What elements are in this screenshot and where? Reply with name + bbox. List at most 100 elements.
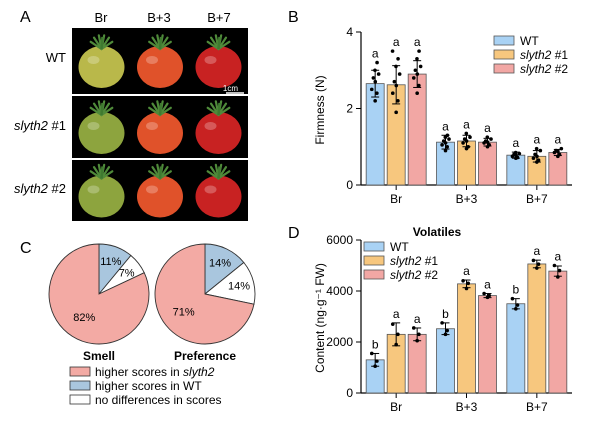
legend-label: WT bbox=[390, 240, 409, 254]
legend-label: slyth2 #1 bbox=[390, 254, 438, 268]
data-point bbox=[394, 342, 398, 347]
calyx-icon bbox=[89, 34, 114, 51]
pie-legend-label: higher scores in WT bbox=[95, 379, 202, 393]
sepal bbox=[100, 40, 114, 51]
data-point bbox=[556, 275, 560, 279]
significance-label: a bbox=[393, 307, 400, 321]
stem bbox=[100, 166, 104, 179]
data-point bbox=[531, 156, 536, 161]
y-tick-label: 2000 bbox=[326, 335, 353, 349]
panel-a-label: A bbox=[20, 9, 31, 26]
bar bbox=[407, 333, 427, 394]
panel-d: D Volatiles Content (ng·g⁻¹ FW) 0 2000 400… bbox=[288, 225, 572, 414]
data-point bbox=[376, 72, 381, 76]
tomato-red bbox=[195, 112, 242, 154]
x-tick-label: B+3 bbox=[456, 192, 478, 206]
legend-swatch bbox=[493, 49, 515, 60]
legend-swatch bbox=[363, 269, 385, 280]
data-point bbox=[466, 281, 471, 286]
firmness-y-axis-label: Firmness (N) bbox=[313, 75, 327, 144]
legend-label: slyth2 #1 bbox=[520, 48, 568, 62]
panel-c-label: C bbox=[20, 240, 32, 257]
data-point bbox=[489, 137, 493, 141]
tomato-orange bbox=[137, 175, 183, 218]
data-point bbox=[415, 338, 419, 343]
data-point bbox=[461, 141, 465, 145]
data-point bbox=[513, 150, 518, 155]
tomato-orange bbox=[137, 112, 183, 154]
volatiles-chart-title: Volatiles bbox=[413, 225, 462, 239]
data-point bbox=[557, 268, 562, 273]
legend-label: slyth2 #2 bbox=[520, 62, 568, 76]
significance-label: a bbox=[393, 35, 400, 49]
significance-label: a bbox=[414, 35, 421, 49]
stem bbox=[158, 166, 163, 179]
sepal bbox=[217, 40, 231, 51]
data-point bbox=[413, 68, 418, 73]
data-point bbox=[375, 359, 379, 363]
data-point bbox=[535, 266, 539, 270]
data-point bbox=[415, 91, 419, 95]
x-tick-label: B+3 bbox=[456, 400, 478, 414]
data-point bbox=[369, 87, 374, 92]
data-point bbox=[487, 143, 492, 147]
data-point bbox=[485, 135, 490, 139]
significance-label: a bbox=[372, 47, 379, 61]
stem bbox=[217, 36, 221, 50]
significance-label: a bbox=[512, 136, 519, 150]
data-point bbox=[394, 83, 399, 88]
calyx-icon bbox=[89, 163, 114, 180]
data-point bbox=[417, 332, 421, 337]
data-point bbox=[536, 262, 541, 267]
row-label-slyth2-2: slyth2 #2 bbox=[14, 181, 66, 196]
tomato-highlight bbox=[204, 56, 217, 64]
data-point bbox=[390, 322, 395, 326]
sepal bbox=[158, 170, 172, 180]
significance-label: b bbox=[442, 307, 449, 321]
bar bbox=[548, 270, 568, 394]
pie-slice-label: 82% bbox=[73, 312, 95, 324]
pie-legend-swatch bbox=[69, 380, 91, 391]
data-point bbox=[394, 110, 398, 115]
data-point bbox=[375, 91, 379, 95]
stem bbox=[100, 36, 104, 50]
bar bbox=[407, 73, 427, 186]
scale-bar-label: 1cm bbox=[223, 84, 238, 93]
pie-legend-label: higher scores in slyth2 bbox=[95, 365, 215, 379]
data-point bbox=[533, 152, 537, 157]
data-point bbox=[411, 326, 416, 330]
calyx-icon bbox=[206, 34, 231, 51]
pie-slice-label: 14% bbox=[209, 257, 231, 269]
significance-label: a bbox=[554, 250, 561, 264]
calyx-icon bbox=[148, 100, 172, 117]
bar bbox=[478, 141, 497, 186]
panel-a: A Br B+3 B+7 WT slyth2 #1 slyth2 #2 1cm bbox=[14, 9, 248, 221]
sepal bbox=[217, 170, 231, 180]
data-point bbox=[447, 137, 451, 141]
data-point bbox=[390, 49, 395, 53]
column-label-b7: B+7 bbox=[207, 10, 231, 25]
significance-label: b bbox=[372, 337, 379, 351]
data-point bbox=[536, 158, 541, 162]
pie-title: Preference bbox=[174, 349, 236, 363]
data-point bbox=[441, 139, 446, 143]
tomato-orange bbox=[137, 46, 183, 88]
tomato-highlight bbox=[87, 185, 100, 194]
data-point bbox=[554, 148, 558, 153]
sensory-pie-charts: 11%7% 82% Smell 14% 14% 71% Preference bbox=[48, 243, 256, 363]
bar bbox=[457, 283, 476, 394]
bar bbox=[527, 263, 547, 394]
data-point bbox=[397, 72, 402, 76]
stem bbox=[158, 36, 163, 50]
data-point bbox=[514, 307, 518, 311]
data-point bbox=[517, 151, 522, 156]
pie-legend-label: no differences in scores bbox=[95, 393, 222, 407]
data-point bbox=[559, 146, 564, 151]
data-point bbox=[415, 72, 420, 76]
pie-legend-swatch bbox=[69, 394, 91, 405]
tomato-highlight bbox=[87, 122, 100, 130]
